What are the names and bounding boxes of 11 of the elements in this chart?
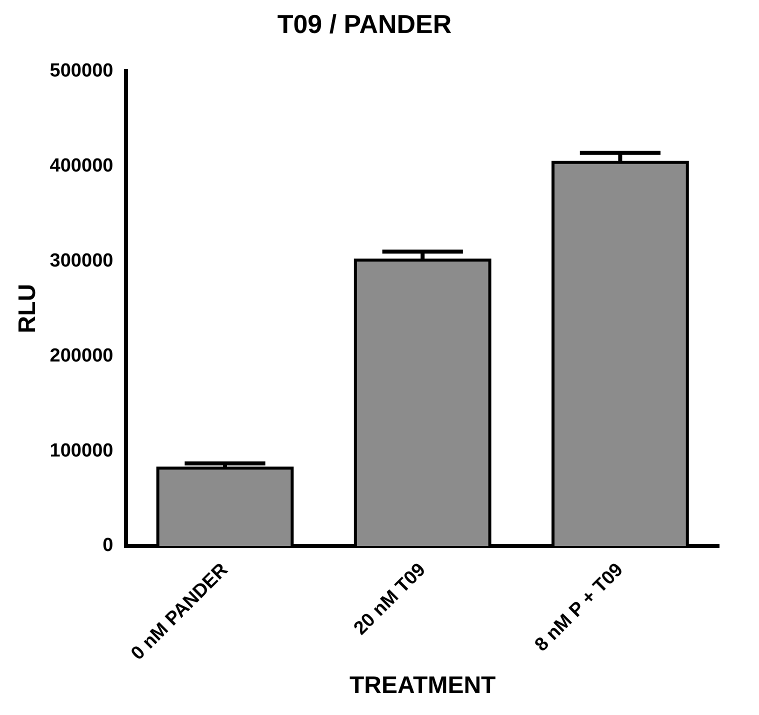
y-tick-label: 0 [102,535,114,556]
chart-title: T09 / PANDER [277,8,452,39]
y-tick-label: 100000 [50,440,114,462]
y-tick-label: 400000 [50,155,114,176]
y-tick-label: 500000 [50,60,114,82]
x-axis-title: TREATMENT [350,672,496,700]
y-tick-label: 300000 [50,250,114,272]
x-tick-label: 20 nM T09 [350,559,430,640]
y-axis-title: RLU [14,284,42,334]
x-tick-label: 8 nM P + T09 [531,559,628,656]
y-tick-label: 200000 [50,345,114,366]
